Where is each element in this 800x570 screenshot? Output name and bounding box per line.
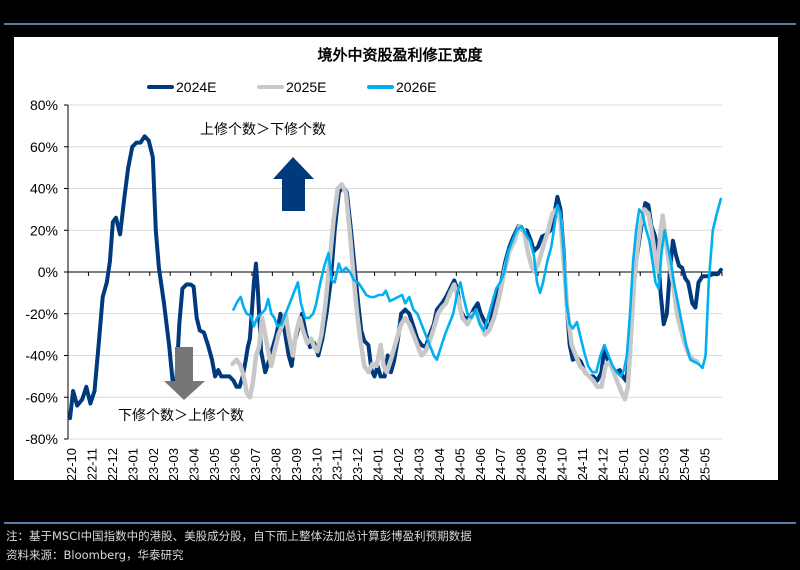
x-tick-label: 2024-04 <box>432 448 447 496</box>
footer-rule <box>4 522 796 524</box>
y-tick-label: 0% <box>38 264 58 280</box>
chart-panel <box>14 37 778 480</box>
legend-swatch <box>147 85 174 89</box>
legend-item-2025e: 2025E <box>257 79 326 95</box>
x-tick-label: 2024-10 <box>555 448 570 496</box>
x-tick-label: 2023-06 <box>228 448 243 496</box>
x-tick-label: 2025-01 <box>616 448 631 496</box>
x-tick-label: 2023-12 <box>350 448 365 496</box>
x-tick-label: 2023-05 <box>207 448 222 496</box>
upward-revision-label: 上修个数＞下修个数 <box>200 122 326 138</box>
legend-swatch <box>257 85 284 89</box>
x-tick-label: 2024-08 <box>514 448 529 496</box>
y-tick-label: -20% <box>25 306 58 322</box>
footnote: 注：基于MSCI中国指数中的港股、美股成分股，自下而上整体法加总计算彭博盈利预期… <box>6 529 472 543</box>
x-tick-label: 2025-04 <box>677 448 692 496</box>
x-tick-label: 2024-01 <box>371 448 386 496</box>
legend-label: 2025E <box>286 79 327 95</box>
y-tick-label: -60% <box>25 389 58 405</box>
x-tick-label: 2024-06 <box>473 448 488 496</box>
source-line: 资料来源：Bloomberg，华泰研究 <box>6 548 184 562</box>
x-tick-label: 2023-01 <box>125 448 140 496</box>
legend-label: 2024E <box>176 79 217 95</box>
x-tick-label: 2022-11 <box>84 448 99 495</box>
x-tick-label: 2023-09 <box>289 448 304 496</box>
x-tick-label: 2024-09 <box>534 448 549 496</box>
x-tick-label: 2025-03 <box>657 448 672 496</box>
y-tick-label: 40% <box>30 181 58 197</box>
x-tick-label: 2023-04 <box>187 448 202 496</box>
x-tick-label: 2023-03 <box>166 448 181 496</box>
x-tick-label: 2022-12 <box>105 448 120 496</box>
x-tick-label: 2023-11 <box>330 448 345 495</box>
downward-revision-label: 下修个数＞上修个数 <box>118 408 244 424</box>
legend-item-2026e: 2026E <box>367 79 436 95</box>
down-arrow-icon <box>164 347 205 400</box>
chart-title: 境外中资股盈利修正宽度 <box>317 46 483 64</box>
y-tick-label: -80% <box>25 431 58 447</box>
x-tick-label: 2023-10 <box>309 448 324 496</box>
x-tick-label: 2024-12 <box>595 448 610 496</box>
y-tick-label: -40% <box>25 348 58 364</box>
legend-item-2024e: 2024E <box>147 79 216 95</box>
header-rule <box>4 23 796 25</box>
series-line-2025e <box>230 182 700 402</box>
x-tick-label: 2024-05 <box>452 448 467 496</box>
x-tick-label: 2024-11 <box>575 448 590 495</box>
x-tick-label: 2023-02 <box>146 448 161 496</box>
series-lines <box>68 134 723 421</box>
series-line-2026e <box>232 197 723 378</box>
x-tick-label: 2023-08 <box>268 448 283 496</box>
x-tick-label: 2024-03 <box>411 448 426 496</box>
x-tick-label: 2024-07 <box>493 448 508 496</box>
up-arrow-icon <box>273 157 314 211</box>
y-tick-label: 60% <box>30 139 58 155</box>
x-axis: 2022-10 2022-11 2022-12 2023-01 2023-02 2023-… <box>64 271 723 496</box>
legend-swatch <box>367 85 394 89</box>
x-tick-label: 2025-02 <box>636 448 651 496</box>
x-tick-label: 2023-07 <box>248 448 263 496</box>
legend-label: 2026E <box>396 79 437 95</box>
series-line-2024e <box>68 134 723 421</box>
y-tick-label: 80% <box>30 97 58 113</box>
y-axis: 80% 60% 40% 20% 0% -20% -40% -60% -80% <box>25 97 69 447</box>
x-tick-label: 2025-05 <box>698 448 713 496</box>
x-tick-label: 2024-02 <box>391 448 406 496</box>
x-tick-label: 2022-10 <box>64 448 79 496</box>
y-tick-label: 20% <box>30 222 58 238</box>
